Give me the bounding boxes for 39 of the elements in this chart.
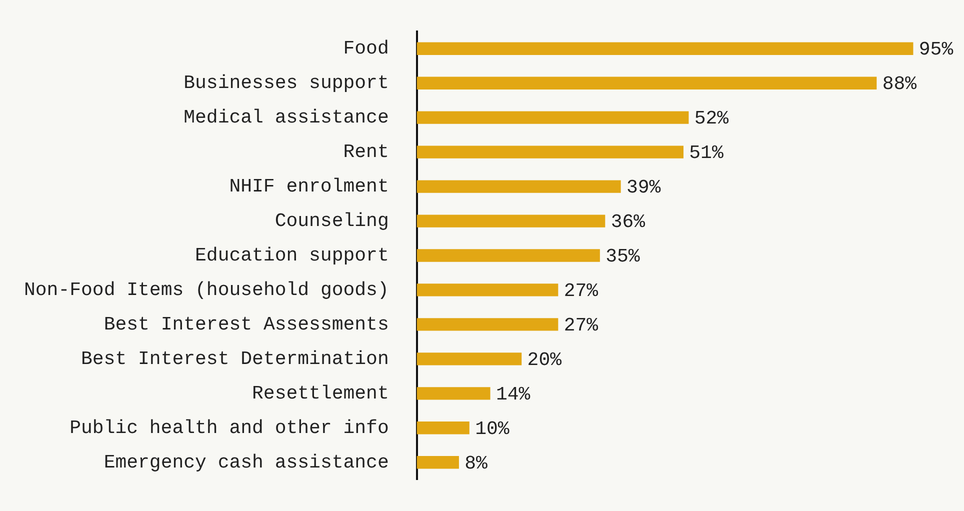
data-label: 52%: [694, 108, 730, 130]
y-tick-label: Counseling: [274, 210, 389, 232]
data-label: 35%: [606, 246, 640, 268]
y-tick-label: Public health and other info: [70, 416, 389, 439]
bar: [416, 456, 459, 469]
y-tick-label: Education support: [195, 244, 389, 267]
y-tick-label: Non-Food Items (household goods): [24, 279, 389, 302]
data-label: 27%: [564, 314, 599, 336]
data-label: 95%: [918, 38, 954, 61]
bar: [416, 42, 914, 55]
bar: [416, 111, 689, 124]
bar: [416, 249, 600, 262]
data-label: 8%: [464, 452, 488, 474]
y-tick-label: Best Interest Assessments: [104, 313, 389, 336]
bar: [416, 284, 558, 296]
data-label: 27%: [564, 280, 599, 302]
data-label: 14%: [496, 383, 531, 406]
bar: [416, 318, 558, 331]
bar: [416, 214, 606, 228]
y-tick-label: Medical assistance: [184, 106, 389, 129]
bar: [416, 422, 470, 434]
y-tick-label: Food: [343, 38, 389, 60]
bar: [416, 76, 877, 90]
data-label: 88%: [882, 73, 918, 96]
data-label: 51%: [689, 142, 724, 164]
y-tick-label: NHIF enrolment: [229, 176, 389, 198]
bar: [416, 352, 522, 366]
y-tick-label: Best Interest Determination: [81, 348, 389, 370]
data-label: 20%: [527, 348, 562, 371]
y-tick-label: Emergency cash assistance: [104, 451, 389, 474]
y-tick-label: Resettlement: [252, 382, 389, 404]
bar: [416, 146, 684, 158]
bar: [416, 387, 490, 400]
bar: [416, 180, 621, 193]
data-label: 36%: [610, 211, 646, 234]
y-tick-label: Rent: [343, 141, 389, 164]
data-label: 10%: [475, 418, 510, 440]
data-label: 39%: [626, 176, 662, 199]
y-tick-label: Businesses support: [184, 72, 389, 94]
